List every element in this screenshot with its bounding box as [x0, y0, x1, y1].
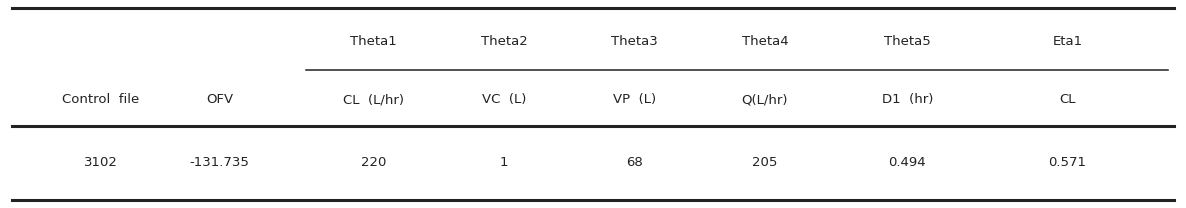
Text: Theta1: Theta1 [350, 35, 397, 48]
Text: -131.735: -131.735 [190, 156, 249, 169]
Text: 205: 205 [752, 156, 778, 169]
Text: Theta3: Theta3 [611, 35, 658, 48]
Text: 0.494: 0.494 [888, 156, 926, 169]
Text: 220: 220 [361, 156, 387, 169]
Text: 68: 68 [626, 156, 643, 169]
Text: OFV: OFV [206, 93, 232, 106]
Text: Control  file: Control file [62, 93, 140, 106]
Text: Q(L/hr): Q(L/hr) [741, 93, 789, 106]
Text: 3102: 3102 [84, 156, 117, 169]
Text: 1: 1 [499, 156, 509, 169]
Text: D1  (hr): D1 (hr) [881, 93, 933, 106]
Text: Theta2: Theta2 [480, 35, 528, 48]
Text: VC  (L): VC (L) [482, 93, 527, 106]
Text: 0.571: 0.571 [1048, 156, 1086, 169]
Text: CL  (L/hr): CL (L/hr) [343, 93, 404, 106]
Text: Theta5: Theta5 [884, 35, 931, 48]
Text: VP  (L): VP (L) [613, 93, 656, 106]
Text: Eta1: Eta1 [1052, 35, 1083, 48]
Text: Theta4: Theta4 [741, 35, 789, 48]
Text: CL: CL [1059, 93, 1076, 106]
